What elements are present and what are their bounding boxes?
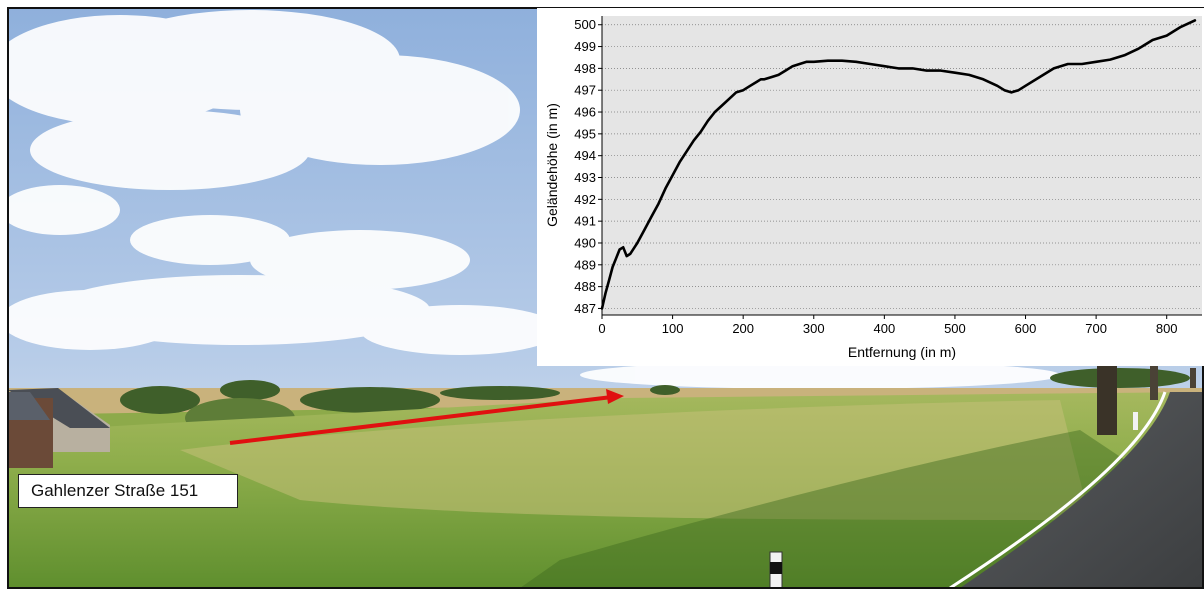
x-tick-label: 100 xyxy=(662,321,684,336)
y-tick-label: 497 xyxy=(574,83,596,98)
clouds xyxy=(0,10,1060,389)
y-tick-label: 490 xyxy=(574,235,596,250)
y-tick-label: 493 xyxy=(574,170,596,185)
y-tick-labels: 487 488 489 490 491 492 493 494 495 496 497 498 499 5… xyxy=(574,17,602,316)
x-tick-label: 500 xyxy=(944,321,966,336)
x-tick-label: 200 xyxy=(732,321,754,336)
y-tick-label: 494 xyxy=(574,148,596,163)
x-tick-label: 300 xyxy=(803,321,825,336)
y-tick-label: 495 xyxy=(574,126,596,141)
elevation-chart: 0 100 200 300 400 500 600 700 800 487 488 489 490 49… xyxy=(537,8,1204,366)
y-tick-label: 492 xyxy=(574,192,596,207)
road-post xyxy=(1133,412,1138,430)
grid-lines xyxy=(602,24,1202,309)
road xyxy=(960,392,1204,588)
y-tick-label: 499 xyxy=(574,39,596,54)
x-tick-labels: 0 100 200 300 400 500 600 700 800 xyxy=(598,315,1178,336)
elevation-series-line xyxy=(600,19,1197,310)
y-tick-label: 491 xyxy=(574,214,596,229)
y-tick-label: 496 xyxy=(574,105,596,120)
x-tick-label: 800 xyxy=(1156,321,1178,336)
elevation-chart-panel: 0 100 200 300 400 500 600 700 800 487 488 489 490 49… xyxy=(537,8,1204,366)
farm-house xyxy=(8,388,110,468)
x-tick-label: 0 xyxy=(598,321,605,336)
y-tick-label: 498 xyxy=(574,61,596,76)
y-tick-label: 500 xyxy=(574,17,596,32)
x-tick-label: 600 xyxy=(1015,321,1037,336)
y-tick-label: 489 xyxy=(574,257,596,272)
y-tick-label: 488 xyxy=(574,279,596,294)
x-tick-label: 700 xyxy=(1085,321,1107,336)
y-axis-title: Geländehöhe (in m) xyxy=(544,103,560,227)
red-arrow xyxy=(229,389,624,445)
plot-area xyxy=(602,16,1202,315)
x-tick-label: 400 xyxy=(874,321,896,336)
y-tick-label: 487 xyxy=(574,301,596,316)
address-label: Gahlenzer Straße 151 xyxy=(18,474,238,508)
roadside-trees xyxy=(1097,360,1196,435)
x-axis-title: Entfernung (in m) xyxy=(848,344,956,360)
